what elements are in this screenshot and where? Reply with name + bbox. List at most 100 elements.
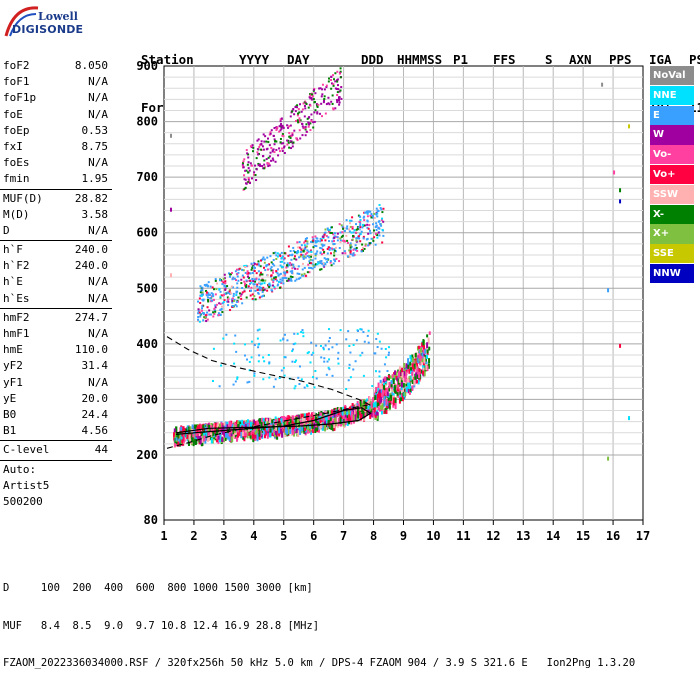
- logo-swoosh-icon: [4, 6, 39, 37]
- echo-point: [271, 263, 274, 266]
- echo-point: [226, 296, 229, 299]
- echo-point: [327, 236, 330, 239]
- y-tick-label: 400: [136, 337, 158, 351]
- echo-point: [378, 389, 381, 394]
- echo-point: [330, 82, 333, 85]
- echo-point: [286, 271, 289, 274]
- echo-point: [245, 149, 248, 152]
- echo-point: [375, 229, 378, 232]
- echo-point: [273, 287, 276, 290]
- echo-point: [248, 432, 251, 436]
- param-value: 28.82: [74, 191, 108, 205]
- echo-point: [383, 363, 386, 366]
- echo-point: [314, 254, 317, 257]
- echo-point: [282, 255, 285, 258]
- echo-point: [376, 346, 379, 349]
- echo-point: [325, 86, 328, 89]
- echo-point: [261, 291, 264, 294]
- echo-point: [319, 262, 322, 265]
- echo-point: [278, 150, 281, 153]
- echo-point: [267, 165, 270, 168]
- param-name: foEp: [3, 123, 30, 137]
- echo-point: [226, 421, 229, 426]
- echo-point: [295, 258, 298, 261]
- echo-point: [247, 167, 250, 170]
- echo-point: [297, 112, 300, 115]
- echo-point: [263, 159, 266, 162]
- echo-point: [389, 399, 392, 405]
- echo-point: [255, 277, 258, 280]
- echo-point: [260, 295, 263, 298]
- echo-point: [265, 423, 268, 428]
- echo-point: [174, 440, 177, 447]
- param-name: yE: [3, 391, 17, 405]
- echo-point: [289, 140, 292, 143]
- echo-point: [388, 381, 391, 387]
- echo-point: [346, 411, 349, 416]
- echo-point: [320, 424, 323, 428]
- y-tick-label: 200: [136, 448, 158, 462]
- echo-point: [299, 255, 302, 258]
- echo-point: [296, 268, 299, 271]
- legend-item-noval: NoVal: [650, 66, 694, 86]
- echo-point: [289, 261, 292, 264]
- echo-point: [327, 416, 330, 423]
- echo-point: [333, 78, 336, 81]
- echo-point: [237, 424, 240, 428]
- echo-point: [243, 280, 246, 283]
- echo-point: [330, 413, 333, 419]
- echo-point: [321, 244, 324, 247]
- echo-point: [287, 126, 290, 129]
- echo-point: [384, 347, 387, 350]
- echo-point: [291, 350, 294, 353]
- echo-point: [219, 302, 222, 305]
- echo-point: [211, 433, 214, 440]
- echo-point: [219, 279, 222, 282]
- echo-point: [289, 270, 292, 273]
- echo-point: [289, 427, 292, 434]
- echo-point: [361, 407, 364, 415]
- echo-point: [247, 161, 250, 164]
- header-label-5: P1: [453, 52, 469, 67]
- header-label-7: S: [545, 52, 553, 67]
- param-name: fxI: [3, 139, 23, 153]
- echo-point: [417, 357, 420, 364]
- echo-point: [269, 132, 272, 135]
- echo-point: [268, 155, 271, 158]
- echo-point: [209, 297, 212, 300]
- echo-point: [270, 421, 273, 425]
- echo-point: [263, 163, 266, 166]
- echo-point: [359, 226, 362, 229]
- legend-item-e: E: [650, 105, 694, 125]
- echo-point: [314, 427, 317, 433]
- echo-point: [259, 165, 262, 168]
- echo-point: [215, 428, 218, 435]
- echo-point: [240, 431, 243, 439]
- echo-point: [260, 143, 263, 146]
- echo-point: [266, 274, 269, 277]
- echo-point: [279, 281, 282, 284]
- echo-point: [282, 142, 285, 145]
- echo-point: [257, 138, 260, 141]
- echo-point: [330, 424, 333, 430]
- param-value: N/A: [88, 107, 108, 121]
- echo-point: [263, 167, 266, 170]
- echo-point: [360, 230, 363, 233]
- echo-point: [223, 437, 226, 442]
- echo-point: [219, 295, 222, 298]
- echo-point: [240, 278, 243, 281]
- echo-point: [303, 241, 306, 244]
- echo-point: [288, 135, 291, 138]
- echo-point: [316, 427, 319, 431]
- echo-point: [208, 424, 211, 430]
- echo-point: [293, 255, 296, 258]
- echo-point: [273, 127, 276, 130]
- echo-point: [347, 379, 350, 382]
- echo-point: [271, 284, 274, 287]
- echo-point: [232, 295, 235, 298]
- echo-point: [345, 388, 348, 391]
- echo-point: [246, 423, 249, 427]
- echo-point: [379, 384, 382, 390]
- echo-point: [380, 224, 383, 227]
- x-tick-label: 12: [486, 529, 500, 543]
